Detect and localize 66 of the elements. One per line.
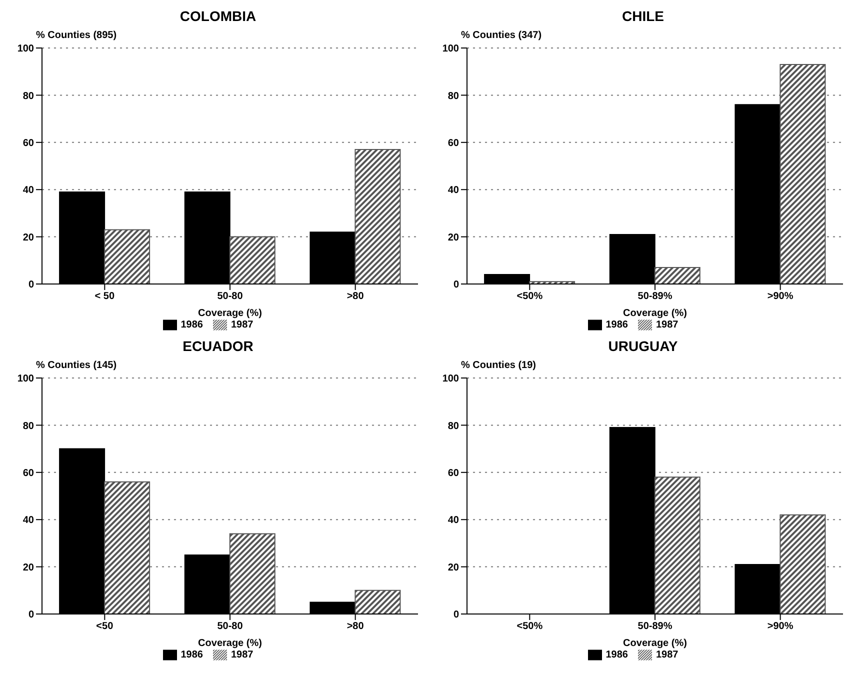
legend-label: 1987 xyxy=(656,650,678,661)
y-tick-label: 60 xyxy=(448,138,460,149)
y-tick-label: 40 xyxy=(448,515,460,526)
legend-label: 1987 xyxy=(231,320,254,331)
y-tick-label: 80 xyxy=(22,420,34,432)
y-tick-label: 80 xyxy=(22,90,34,102)
x-tick-label: >90% xyxy=(767,621,794,632)
x-tick-label: 50-89% xyxy=(638,621,672,632)
x-tick-label: <50% xyxy=(516,621,543,632)
bar xyxy=(654,266,700,284)
bar xyxy=(780,64,826,284)
y-tick-label: 80 xyxy=(448,420,460,432)
y-tick-label: 100 xyxy=(442,44,460,55)
chart-title: URUGUAY xyxy=(607,338,679,356)
bar xyxy=(780,514,826,614)
y-axis-title: % Counties (19) xyxy=(461,360,538,372)
y-tick-label: 20 xyxy=(22,562,34,574)
legend-label: 1987 xyxy=(656,320,678,331)
y-axis-title: % Counties (895) xyxy=(36,30,118,42)
legend-label: 1986 xyxy=(606,320,628,331)
x-axis-title: Coverage (%) xyxy=(198,638,262,649)
bar xyxy=(354,590,401,614)
legend-label: 1986 xyxy=(180,320,203,331)
y-tick-label: 60 xyxy=(448,468,460,479)
x-tick-label: >90% xyxy=(767,291,794,302)
x-tick-label: 50-89% xyxy=(638,291,672,302)
legend-label: 1986 xyxy=(606,650,628,661)
x-tick-label: >80 xyxy=(346,621,364,632)
y-tick-label: 40 xyxy=(448,185,460,196)
y-tick-label: 0 xyxy=(28,280,34,291)
y-tick-label: 80 xyxy=(448,90,460,102)
bar xyxy=(104,229,150,284)
y-tick-label: 100 xyxy=(442,374,460,385)
x-tick-label: >80 xyxy=(346,291,364,302)
bar xyxy=(104,481,150,614)
y-tick-label: 100 xyxy=(17,44,34,55)
y-axis-title: % Counties (145) xyxy=(36,360,118,372)
x-tick-label: <50% xyxy=(516,291,543,302)
x-tick-label: < 50 xyxy=(94,291,115,302)
legend-label: 1987 xyxy=(231,650,254,661)
chart-title: CHILE xyxy=(621,8,665,26)
bar xyxy=(654,476,700,614)
x-axis-title: Coverage (%) xyxy=(623,638,687,649)
legend-label: 1986 xyxy=(180,650,203,661)
x-tick-label: 50-80 xyxy=(217,621,244,632)
x-axis-title: Coverage (%) xyxy=(623,308,687,319)
bar xyxy=(229,533,276,614)
bar xyxy=(354,148,401,284)
y-tick-label: 0 xyxy=(453,280,460,291)
y-tick-label: 0 xyxy=(28,610,34,621)
y-tick-label: 20 xyxy=(448,562,460,574)
x-tick-label: 50-80 xyxy=(217,291,244,302)
y-tick-label: 40 xyxy=(22,515,34,526)
y-tick-label: 0 xyxy=(453,610,460,621)
x-axis-title: Coverage (%) xyxy=(198,308,262,319)
y-axis-title: % Counties (347) xyxy=(461,30,543,42)
chart-title: ECUADOR xyxy=(182,338,254,356)
y-tick-label: 60 xyxy=(22,468,34,479)
chart-title: COLOMBIA xyxy=(178,8,258,26)
y-tick-label: 40 xyxy=(22,185,34,196)
y-tick-label: 20 xyxy=(448,232,460,244)
x-tick-label: <50 xyxy=(96,621,114,632)
y-tick-label: 20 xyxy=(22,232,34,244)
bar xyxy=(229,236,276,284)
y-tick-label: 60 xyxy=(22,138,34,149)
y-tick-label: 100 xyxy=(17,374,34,385)
